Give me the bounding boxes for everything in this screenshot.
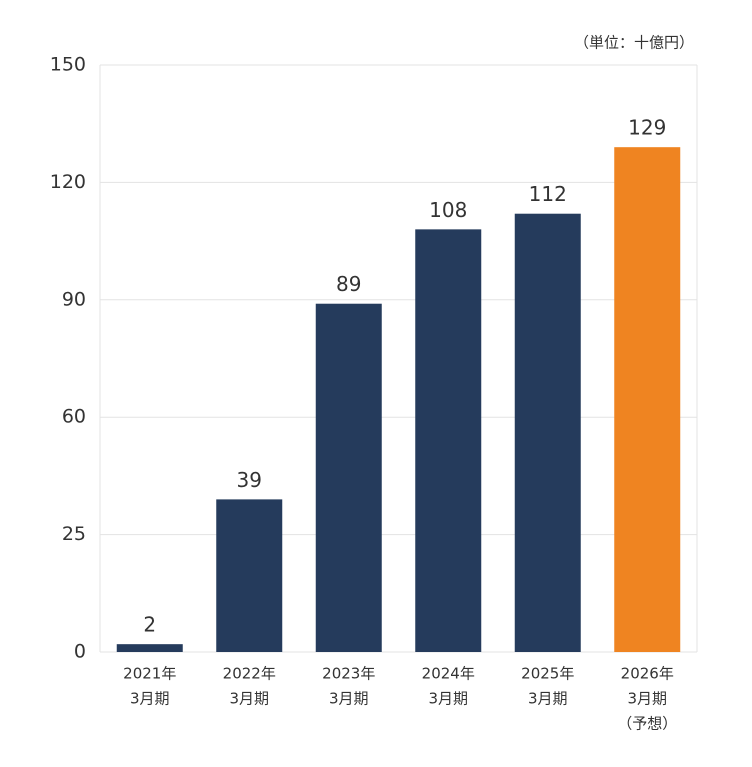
y-tick-label: 0: [74, 641, 86, 663]
x-tick-label: 3月期: [428, 690, 468, 708]
bar: [614, 147, 681, 652]
x-tick-label: 3月期: [329, 690, 369, 708]
x-tick-label: 3月期: [229, 690, 269, 708]
bar: [116, 644, 183, 652]
x-tick-label: 2024年: [422, 665, 475, 683]
x-tick-label: 2022年: [223, 665, 276, 683]
y-tick-label: 150: [50, 54, 86, 76]
bar: [514, 213, 581, 652]
y-tick-label: 90: [62, 288, 86, 310]
x-tick-label: 2023年: [322, 665, 375, 683]
x-tick-label: 3月期: [130, 690, 170, 708]
bar: [216, 499, 283, 652]
y-tick-label: 120: [50, 171, 86, 193]
value-label: 89: [336, 272, 361, 296]
value-label: 39: [237, 468, 262, 492]
bar: [415, 229, 482, 653]
y-tick-label: 25: [62, 523, 86, 545]
value-label: 2: [143, 613, 156, 637]
x-tick-label: 3月期: [627, 690, 667, 708]
value-label: 112: [529, 182, 567, 206]
x-tick-label: 2021年: [123, 665, 176, 683]
x-tick-label: 3月期: [528, 690, 568, 708]
x-tick-label: 2025年: [521, 665, 574, 683]
x-tick-label: 2026年: [621, 665, 674, 683]
y-tick-label: 60: [62, 406, 86, 428]
x-tick-label: （予想）: [617, 715, 677, 733]
bar: [315, 303, 382, 652]
value-label: 108: [429, 198, 467, 222]
unit-note: （単位：十億円）: [574, 34, 694, 52]
value-label: 129: [628, 116, 666, 140]
